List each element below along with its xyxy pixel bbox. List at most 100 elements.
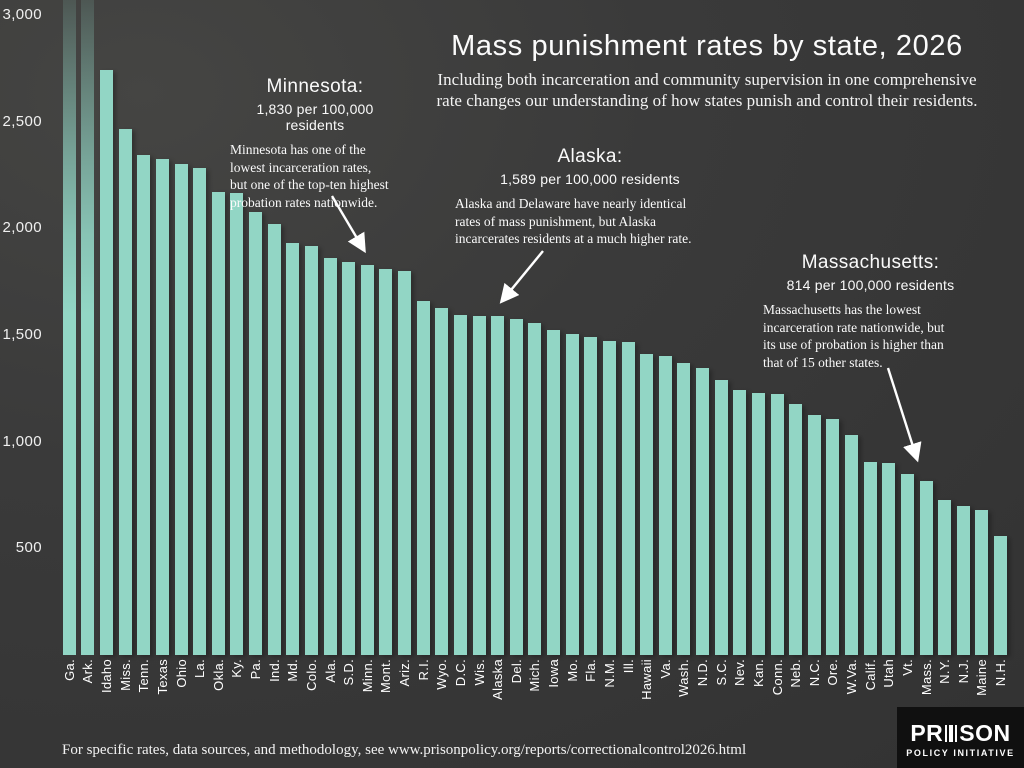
bar-slot [265, 15, 284, 655]
bar-nj [956, 506, 970, 655]
x-axis-label: Ore. [825, 659, 841, 686]
x-axis-label-slot: R.I. [414, 659, 433, 721]
x-axis-label-slot: Texas [153, 659, 172, 721]
bar-ohio [174, 164, 188, 655]
x-axis-label: Idaho [99, 659, 115, 694]
chart-subtitle: Including both incarceration and communi… [436, 70, 978, 110]
bar-slot [880, 15, 899, 655]
x-axis-label-slot: Ore. [824, 659, 843, 721]
bar-slot [693, 15, 712, 655]
x-axis-label: Mich. [527, 659, 543, 692]
annotation-state-label: Alaska: [557, 146, 623, 167]
bar-slot [917, 15, 936, 655]
bar-slot [97, 15, 116, 655]
x-axis-label-slot: Mo. [563, 659, 582, 721]
x-axis-label-slot: Alaska [488, 659, 507, 721]
bar-slot [79, 0, 98, 655]
x-axis-label: Hawaii [639, 659, 655, 700]
bar-slot [656, 15, 675, 655]
x-axis-label-slot: Minn. [358, 659, 377, 721]
bar-ore [826, 419, 840, 655]
x-axis-label-slot: Neb. [786, 659, 805, 721]
bar-slot [135, 15, 154, 655]
bar-la [193, 168, 207, 655]
bar-slot [637, 15, 656, 655]
annotation-body-text: Alaska and Delaware have nearly identica… [455, 196, 692, 247]
annotation-rate-value: 1,589 per 100,000 residents [500, 171, 680, 187]
x-axis-label-slot: W.Va. [842, 659, 861, 721]
bar-slot [377, 15, 396, 655]
bar-sd [342, 262, 356, 655]
x-axis-label-slot: Okla. [209, 659, 228, 721]
bar-slot [153, 15, 172, 655]
x-axis-label: Miss. [117, 659, 133, 691]
bar-md [286, 243, 300, 655]
bar-wash [677, 363, 691, 655]
bar-wva [845, 435, 859, 655]
x-axis-label: N.C. [806, 659, 822, 687]
x-axis-label-slot: Nev. [731, 659, 750, 721]
x-axis-label-slot: N.C. [805, 659, 824, 721]
bar-colo [304, 246, 318, 655]
x-axis-label-slot: Mich. [526, 659, 545, 721]
bar-slot [451, 15, 470, 655]
x-axis-label-slot: Calif. [861, 659, 880, 721]
bar-slot [470, 15, 489, 655]
x-axis-label: Utah [881, 659, 897, 688]
bar-ill [621, 342, 635, 655]
bar-neb [789, 404, 803, 655]
annotation-body-text: Massachusetts has the lowest incarcerati… [763, 302, 945, 370]
x-axis-label-slot: Iowa [544, 659, 563, 721]
bar-nev [733, 390, 747, 655]
bar-slot [824, 15, 843, 655]
x-axis-label-slot: Wash. [675, 659, 694, 721]
x-axis-label: Ark. [80, 659, 96, 684]
bar-idaho [100, 70, 114, 655]
bar-slot [675, 15, 694, 655]
x-axis-label: N.Y. [937, 659, 953, 684]
bar-chart-plot-area [60, 0, 1010, 655]
x-axis-label-slot: Hawaii [637, 659, 656, 721]
bar-slot [544, 15, 563, 655]
bar-slot [731, 15, 750, 655]
bar-kan [751, 393, 765, 655]
x-axis-label-slot: Wyo. [433, 659, 452, 721]
bar-okla [211, 192, 225, 655]
x-axis-label: D.C. [452, 659, 468, 687]
x-axis-label-slot: La. [190, 659, 209, 721]
bar-slot [768, 15, 787, 655]
bar-ri [416, 301, 430, 655]
bar-del [509, 319, 523, 655]
x-axis-label: N.M. [601, 659, 617, 688]
bar-alaska [491, 316, 505, 655]
y-axis-tick-label: 1,000 [2, 432, 42, 450]
logo-text-right: SON [959, 719, 1011, 746]
x-axis-label: Va. [657, 659, 673, 679]
bar-maine [975, 510, 989, 655]
bar-slot [861, 15, 880, 655]
x-axis-label-slot: Pa. [246, 659, 265, 721]
bar-slot [935, 15, 954, 655]
y-axis-tick-label: 2,500 [2, 112, 42, 130]
bar-calif [863, 462, 877, 655]
bar-slot [600, 15, 619, 655]
bar-slot [786, 15, 805, 655]
logo-subtext: POLICY INITIATIVE [906, 747, 1015, 758]
y-axis-tick-label: 500 [15, 539, 42, 557]
bar-iowa [547, 330, 561, 655]
bar-texas [155, 159, 169, 655]
bar-nh [994, 536, 1008, 655]
bar-ariz [398, 271, 412, 655]
x-axis-label-slot: Del. [507, 659, 526, 721]
bar-slot [190, 15, 209, 655]
bar-slot [395, 15, 414, 655]
bar-sc [714, 380, 728, 655]
x-axis-label: Colo. [303, 659, 319, 691]
x-axis-label: Maine [974, 659, 990, 696]
annotation-alaska: Alaska: 1,589 per 100,000 residents Alas… [455, 146, 725, 248]
bar-slot [991, 15, 1010, 655]
bar-mont [379, 269, 393, 655]
x-axis-label: Ariz. [397, 659, 413, 687]
bar-slot [321, 15, 340, 655]
bar-slot [246, 15, 265, 655]
